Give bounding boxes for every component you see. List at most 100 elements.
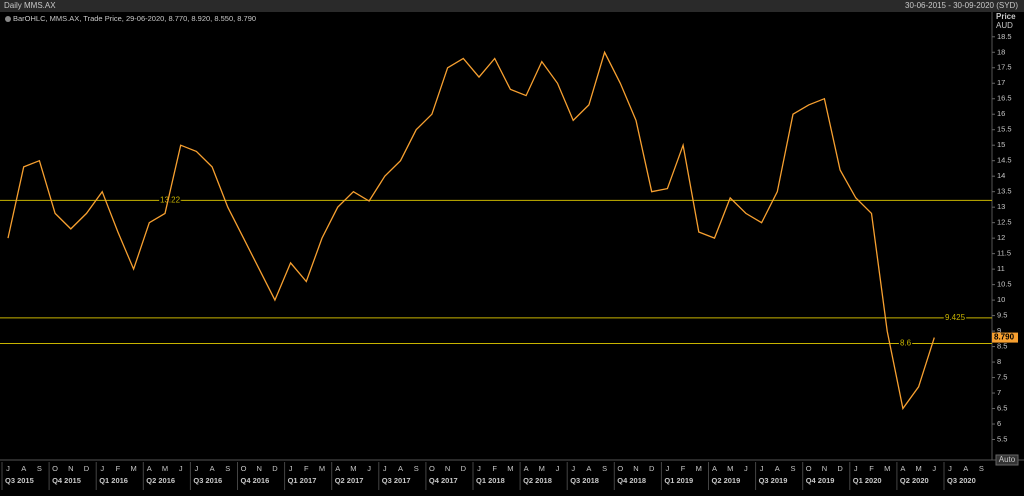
quarter-label: Q4 2017 <box>429 476 458 485</box>
y-tick-label: 13 <box>997 202 1005 211</box>
x-tick-label: A <box>963 464 968 473</box>
x-tick-label: J <box>760 464 764 473</box>
auto-button[interactable] <box>995 454 1019 466</box>
x-tick-label: F <box>492 464 497 473</box>
quarter-label: Q4 2019 <box>806 476 835 485</box>
x-tick-label: M <box>727 464 733 473</box>
y-tick-label: 14.5 <box>997 156 1012 165</box>
y-tick-label: 8 <box>997 357 1001 366</box>
quarter-label: Q3 2019 <box>759 476 788 485</box>
x-tick-label: A <box>21 464 26 473</box>
quarter-label: Q1 2020 <box>853 476 882 485</box>
x-tick-label: N <box>445 464 450 473</box>
x-tick-label: J <box>195 464 199 473</box>
x-tick-label: A <box>335 464 340 473</box>
y-tick-label: 7.5 <box>997 373 1007 382</box>
x-tick-label: N <box>68 464 73 473</box>
header-bar <box>0 0 1024 12</box>
x-tick-label: N <box>633 464 638 473</box>
y-tick-label: 9 <box>997 326 1001 335</box>
x-tick-label: D <box>272 464 278 473</box>
x-tick-label: O <box>52 464 58 473</box>
y-tick-label: 16.5 <box>997 94 1012 103</box>
price-line <box>7 50 935 411</box>
x-tick-label: J <box>367 464 371 473</box>
x-tick-label: J <box>666 464 670 473</box>
y-tick-label: 12.5 <box>997 218 1012 227</box>
y-tick-label: 16 <box>997 109 1005 118</box>
x-tick-label: M <box>696 464 702 473</box>
quarter-label: Q3 2020 <box>947 476 976 485</box>
y-tick-label: 15 <box>997 140 1005 149</box>
x-tick-label: D <box>84 464 90 473</box>
x-tick-label: J <box>744 464 748 473</box>
x-tick-label: O <box>617 464 623 473</box>
quarter-label: Q4 2018 <box>617 476 646 485</box>
x-tick-label: J <box>6 464 10 473</box>
x-tick-label: J <box>383 464 387 473</box>
x-tick-label: S <box>602 464 607 473</box>
quarter-label: Q2 2020 <box>900 476 929 485</box>
x-tick-label: D <box>837 464 843 473</box>
x-tick-label: S <box>225 464 230 473</box>
x-tick-label: J <box>556 464 560 473</box>
y-tick-label: 6 <box>997 419 1001 428</box>
x-tick-label: D <box>649 464 655 473</box>
x-tick-label: M <box>539 464 545 473</box>
level-label: 8.6 <box>900 339 912 348</box>
x-tick-label: A <box>524 464 529 473</box>
x-tick-label: J <box>289 464 293 473</box>
legend-icon <box>5 16 11 22</box>
x-tick-label: A <box>147 464 152 473</box>
x-tick-label: A <box>712 464 717 473</box>
x-tick-label: M <box>319 464 325 473</box>
x-tick-label: D <box>461 464 467 473</box>
last-price-tag <box>992 332 1018 343</box>
x-tick-label: J <box>477 464 481 473</box>
quarter-label: Q2 2016 <box>146 476 175 485</box>
auto-label: Auto <box>999 455 1016 464</box>
quarter-label: Q2 2017 <box>335 476 364 485</box>
x-tick-label: F <box>869 464 874 473</box>
x-tick-label: F <box>681 464 686 473</box>
last-price-label: 8.790 <box>994 333 1015 342</box>
quarter-label: Q2 2019 <box>712 476 741 485</box>
legend: BarOHLC, MMS.AX, Trade Price, 29-06-2020… <box>13 14 256 23</box>
y-tick-label: 6.5 <box>997 404 1007 413</box>
x-tick-label: S <box>414 464 419 473</box>
y-tick-label: 14 <box>997 171 1005 180</box>
y-tick-label: 7 <box>997 388 1001 397</box>
y-axis-label: Price <box>996 12 1016 21</box>
quarter-label: Q3 2015 <box>5 476 34 485</box>
y-tick-label: 10 <box>997 295 1005 304</box>
y-tick-label: 17 <box>997 78 1005 87</box>
x-tick-label: J <box>571 464 575 473</box>
y-tick-label: 18.5 <box>997 32 1012 41</box>
quarter-label: Q4 2016 <box>241 476 270 485</box>
quarter-label: Q1 2018 <box>476 476 505 485</box>
x-tick-label: S <box>979 464 984 473</box>
x-tick-label: N <box>822 464 827 473</box>
level-label: 13.22 <box>160 195 181 204</box>
x-tick-label: M <box>130 464 136 473</box>
level-label: 9.425 <box>945 313 966 322</box>
x-tick-label: J <box>948 464 952 473</box>
y-tick-label: 15.5 <box>997 125 1012 134</box>
y-tick-label: 5.5 <box>997 434 1007 443</box>
y-tick-label: 8.5 <box>997 342 1007 351</box>
x-tick-label: O <box>429 464 435 473</box>
x-tick-label: J <box>100 464 104 473</box>
y-axis-unit: AUD <box>996 21 1013 30</box>
x-tick-label: A <box>775 464 780 473</box>
x-tick-label: M <box>350 464 356 473</box>
y-tick-label: 9.5 <box>997 311 1007 320</box>
header-range: 30-06-2015 - 30-09-2020 (SYD) <box>905 1 1018 10</box>
x-tick-label: N <box>256 464 261 473</box>
x-tick-label: A <box>210 464 215 473</box>
x-tick-label: A <box>586 464 591 473</box>
x-tick-label: A <box>398 464 403 473</box>
quarter-label: Q3 2018 <box>570 476 599 485</box>
x-tick-label: A <box>900 464 905 473</box>
